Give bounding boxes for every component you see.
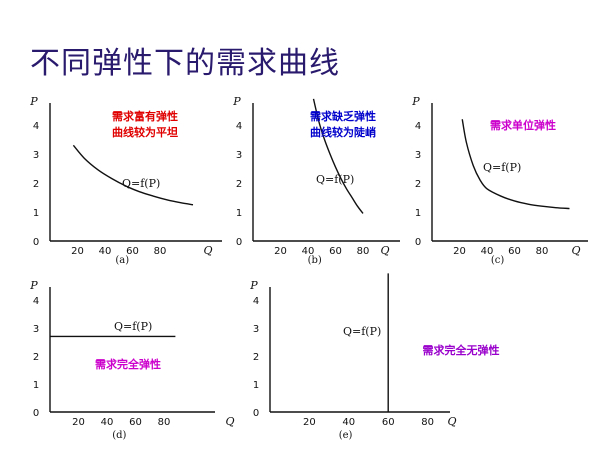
y-tick-label: 1 xyxy=(236,208,242,219)
chart-caption: (b) xyxy=(308,255,322,266)
x-axis-label: Q xyxy=(225,415,234,428)
chart-caption: (d) xyxy=(112,430,126,441)
y-tick-label: 1 xyxy=(33,208,39,219)
x-tick-label: 60 xyxy=(129,417,142,428)
x-tick-label: 60 xyxy=(126,246,139,257)
y-tick-label: 4 xyxy=(415,121,421,132)
x-tick-label: 80 xyxy=(536,246,549,257)
x-tick-label: 20 xyxy=(453,246,466,257)
demand-curve xyxy=(72,144,194,206)
x-axis-label: Q xyxy=(447,415,456,428)
x-axis-label: Q xyxy=(380,244,389,257)
y-tick-label: 3 xyxy=(415,150,421,161)
annotation-text: 需求完全无弹性 xyxy=(423,343,500,357)
x-axis-label: Q xyxy=(571,244,580,257)
x-tick-label: 20 xyxy=(71,246,84,257)
y-tick-label: 1 xyxy=(415,208,421,219)
y-tick-label: 3 xyxy=(253,324,259,335)
curve-label: Q=f(P) xyxy=(343,325,381,338)
x-tick-label: 80 xyxy=(357,246,370,257)
x-tick-label: 60 xyxy=(329,246,342,257)
y-tick-label: 4 xyxy=(253,296,259,307)
y-axis-label: P xyxy=(29,279,38,292)
x-tick-label: 40 xyxy=(342,417,355,428)
y-tick-label: 0 xyxy=(415,237,421,248)
annotation-text: 曲线较为陡峭 xyxy=(310,125,376,139)
x-tick-label: 40 xyxy=(101,417,114,428)
page-title: 不同弹性下的需求曲线 xyxy=(30,46,340,81)
annotation-text: 需求单位弹性 xyxy=(490,118,556,132)
chart-e: 0 1 2 3 4 20 40 60 80 P Q (e) Q=f(P) 需求完全无弹性 xyxy=(249,273,500,441)
y-tick-label: 0 xyxy=(33,237,39,248)
annotation-text: 曲线较为平坦 xyxy=(112,125,178,139)
curve-label: Q=f(P) xyxy=(122,177,160,190)
y-tick-label: 4 xyxy=(33,296,39,307)
y-tick-label: 2 xyxy=(33,179,39,190)
chart-c: 0 1 2 3 4 20 40 60 80 P Q (c) Q=f(P) 需求单位弹性 xyxy=(411,95,588,266)
curve-label: Q=f(P) xyxy=(483,161,521,174)
x-tick-label: 60 xyxy=(382,417,395,428)
x-tick-label: 20 xyxy=(274,246,287,257)
x-tick-label: 80 xyxy=(158,417,171,428)
y-axis-label: P xyxy=(411,95,420,108)
annotation-text: 需求富有弹性 xyxy=(112,109,178,123)
x-tick-label: 80 xyxy=(154,246,167,257)
y-tick-label: 3 xyxy=(33,324,39,335)
curve-label: Q=f(P) xyxy=(316,173,354,186)
y-tick-label: 2 xyxy=(236,179,242,190)
y-tick-label: 3 xyxy=(33,150,39,161)
curve-label: Q=f(P) xyxy=(114,320,152,333)
y-tick-label: 4 xyxy=(236,121,242,132)
y-tick-label: 0 xyxy=(253,408,259,419)
demand-curve xyxy=(312,98,364,214)
y-axis-label: P xyxy=(29,95,38,108)
x-tick-label: 20 xyxy=(72,417,85,428)
y-tick-label: 1 xyxy=(33,380,39,391)
y-axis-label: P xyxy=(249,279,258,292)
y-tick-label: 2 xyxy=(33,352,39,363)
chart-caption: (e) xyxy=(339,430,353,441)
x-tick-label: 40 xyxy=(481,246,494,257)
y-axis-label: P xyxy=(232,95,241,108)
y-tick-label: 0 xyxy=(236,237,242,248)
chart-d: 0 1 2 3 4 20 40 60 80 P Q (d) Q=f(P) 需求完全弹性 xyxy=(29,279,234,441)
x-axis-label: Q xyxy=(203,244,212,257)
y-tick-label: 1 xyxy=(253,380,259,391)
y-tick-label: 2 xyxy=(415,179,421,190)
annotation-text: 需求缺乏弹性 xyxy=(310,109,376,123)
x-tick-label: 40 xyxy=(302,246,315,257)
y-tick-label: 4 xyxy=(33,121,39,132)
y-tick-label: 0 xyxy=(33,408,39,419)
x-tick-label: 20 xyxy=(303,417,316,428)
chart-caption: (c) xyxy=(491,255,505,266)
chart-caption: (a) xyxy=(115,255,129,266)
demand-curve xyxy=(461,119,570,210)
y-tick-label: 2 xyxy=(253,352,259,363)
x-tick-label: 40 xyxy=(99,246,112,257)
y-tick-label: 3 xyxy=(236,150,242,161)
annotation-text: 需求完全弹性 xyxy=(95,357,161,371)
x-tick-label: 60 xyxy=(508,246,521,257)
x-tick-label: 80 xyxy=(421,417,434,428)
